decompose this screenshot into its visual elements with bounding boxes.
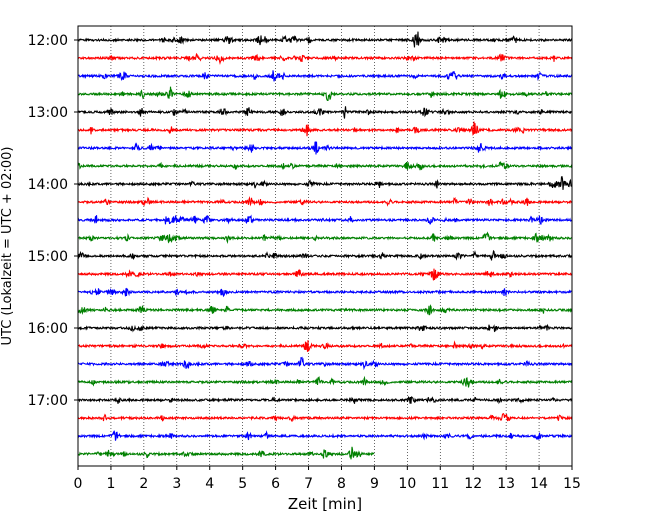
trace-line bbox=[77, 214, 573, 225]
trace-group bbox=[77, 31, 573, 460]
trace-line bbox=[77, 287, 573, 298]
trace-line bbox=[77, 175, 573, 190]
y-axis-label: UTC (Lokalzeit = UTC + 02:00) bbox=[0, 147, 15, 346]
trace-line bbox=[77, 31, 573, 48]
y-tick-label: 15:00 bbox=[28, 249, 68, 265]
trace-line bbox=[78, 340, 573, 352]
trace-line bbox=[77, 231, 572, 244]
x-tick-label: 14 bbox=[530, 476, 548, 492]
x-tick-label: 9 bbox=[370, 476, 379, 492]
x-tick-label: 2 bbox=[139, 476, 148, 492]
trace-line bbox=[77, 121, 573, 137]
x-axis-label: Zeit [min] bbox=[288, 495, 362, 513]
y-tick-label: 12:00 bbox=[28, 33, 68, 49]
y-tick-label: 16:00 bbox=[28, 321, 68, 337]
x-tick-label: 1 bbox=[106, 476, 115, 492]
trace-line bbox=[77, 86, 573, 101]
trace-line bbox=[77, 304, 573, 316]
x-tick-label: 15 bbox=[563, 476, 581, 492]
plot-frame bbox=[77, 25, 573, 467]
x-tick-label: 4 bbox=[205, 476, 214, 492]
x-tick-label: 5 bbox=[238, 476, 247, 492]
trace-line bbox=[77, 249, 573, 261]
x-tick-label: 6 bbox=[271, 476, 280, 492]
trace-line bbox=[77, 446, 375, 460]
trace-line bbox=[77, 268, 573, 281]
trace-line bbox=[77, 141, 573, 155]
x-tick-label: 7 bbox=[304, 476, 313, 492]
trace-line bbox=[77, 429, 573, 441]
y-tick-label: 14:00 bbox=[28, 177, 68, 193]
trace-line bbox=[77, 195, 573, 207]
y-tick-label: 17:00 bbox=[28, 393, 68, 409]
x-tick-label: 8 bbox=[337, 476, 346, 492]
trace-line bbox=[77, 323, 573, 333]
x-tick-label: 10 bbox=[398, 476, 416, 492]
x-tick-label: 3 bbox=[172, 476, 181, 492]
trace-line bbox=[77, 161, 573, 171]
y-tick-label: 13:00 bbox=[28, 105, 68, 121]
trace-line bbox=[77, 413, 573, 422]
trace-line bbox=[77, 395, 573, 405]
x-tick-label: 11 bbox=[431, 476, 449, 492]
trace-line bbox=[77, 375, 573, 388]
x-axis-ticks: 0 1 2 3 4 5 6 7 8 9 10 11 12 13 14 15 bbox=[74, 466, 581, 492]
x-tick-label: 0 bbox=[74, 476, 83, 492]
plot-area bbox=[78, 26, 572, 466]
trace-line bbox=[77, 52, 573, 65]
trace-line bbox=[77, 106, 573, 119]
trace-line bbox=[78, 70, 573, 82]
trace-line bbox=[77, 356, 573, 371]
grid-lines bbox=[110, 26, 540, 466]
x-tick-label: 13 bbox=[497, 476, 515, 492]
x-tick-label: 12 bbox=[464, 476, 482, 492]
y-axis-ticks: 12:00 13:00 14:00 15:00 16:00 17:00 bbox=[28, 33, 78, 409]
